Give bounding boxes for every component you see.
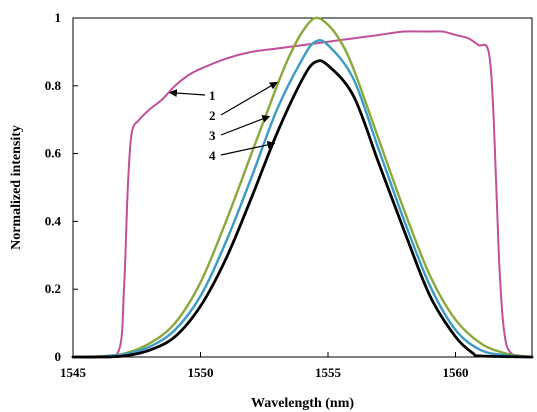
series-layer	[71, 16, 534, 359]
x-tick-label: 1545	[60, 365, 87, 380]
series-3-line	[71, 38, 534, 359]
series-4-line	[71, 59, 534, 359]
y-tick-label: 0.6	[45, 146, 62, 161]
annotations: 1 2 3 4	[168, 81, 278, 163]
series-4-label: 4	[209, 148, 216, 163]
series-2-line	[71, 16, 534, 359]
x-axis-title: Wavelength (nm)	[251, 396, 354, 411]
series-3-arrow	[220, 115, 271, 136]
plot-area-frame	[72, 17, 533, 358]
series-1-arrow	[168, 89, 206, 98]
y-tick-label: 1	[55, 10, 62, 25]
x-tick-label: 1560	[443, 365, 469, 380]
series-4-arrow	[220, 141, 276, 156]
x-tick-label: 1550	[188, 365, 214, 380]
series-1-label: 1	[209, 88, 216, 103]
y-axis-title: Normalized intensity	[9, 125, 24, 250]
series-3-label: 3	[209, 128, 216, 143]
y-tick-label: 0.4	[45, 213, 62, 228]
axes: 0 0.2 0.4 0.6 0.8 1 1545 1550 1555 1560	[45, 10, 533, 380]
series-1-line	[72, 30, 533, 359]
series-2-label: 2	[209, 108, 216, 123]
y-tick-label: 0.8	[45, 78, 62, 93]
y-tick-label: 0.2	[45, 281, 61, 296]
x-tick-label: 1555	[315, 365, 342, 380]
y-tick-label: 0	[55, 349, 62, 364]
series-2-arrow	[220, 81, 278, 116]
